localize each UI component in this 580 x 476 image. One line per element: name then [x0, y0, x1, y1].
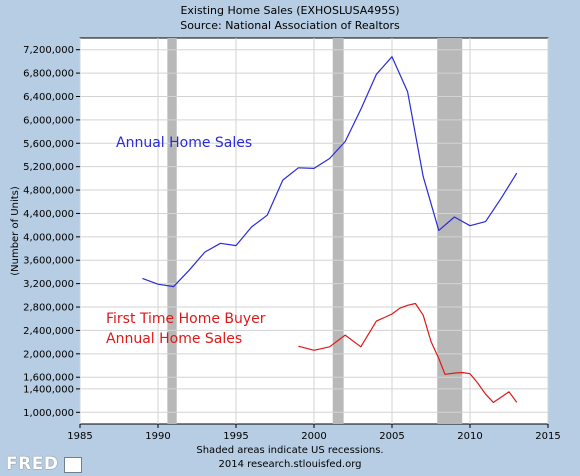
x-tick-label: 2000	[301, 431, 326, 442]
y-tick-label: 6,000,000	[23, 115, 74, 126]
fred-logo: FRED	[6, 454, 59, 474]
recession-note: Shaded areas indicate US recessions.	[196, 445, 384, 456]
recession-band-0	[167, 38, 177, 424]
y-tick-label: 1,000,000	[23, 408, 74, 419]
annotation-first-time-buyer-line1: First Time Home Buyer	[106, 311, 266, 327]
y-tick-label: 5,600,000	[23, 139, 74, 150]
x-tick-label: 1995	[223, 431, 248, 442]
y-tick-label: 4,400,000	[23, 209, 74, 220]
y-tick-label: 3,600,000	[23, 256, 74, 267]
x-tick-label: 1985	[67, 431, 92, 442]
source-credit: 2014 research.stlouisfed.org	[218, 459, 362, 470]
x-tick-label: 2005	[379, 431, 404, 442]
y-tick-label: 2,800,000	[23, 303, 74, 314]
annotation-first-time-buyer-line2: Annual Home Sales	[106, 331, 242, 347]
y-axis-title: (Number of Units)	[10, 186, 21, 276]
x-tick-label: 2010	[457, 431, 482, 442]
y-tick-label: 2,400,000	[23, 326, 74, 337]
x-tick-label: 2015	[535, 431, 560, 442]
y-tick-label: 3,200,000	[23, 279, 74, 290]
y-tick-label: 1,400,000	[23, 384, 74, 395]
y-tick-label: 4,000,000	[23, 232, 74, 243]
annotation-annual-home-sales: Annual Home Sales	[116, 135, 252, 151]
series-lines	[142, 56, 518, 403]
chart-source: Source: National Association of Realtors	[180, 19, 400, 32]
y-tick-label: 4,800,000	[23, 186, 74, 197]
series-line-annual	[142, 56, 518, 288]
recession-band-2	[437, 38, 463, 424]
chart-title: Existing Home Sales (EXHOSLUSA495S)	[180, 4, 400, 17]
fred-chart-icon	[64, 457, 82, 473]
x-tick-label: 1990	[145, 431, 170, 442]
y-tick-label: 2,000,000	[23, 349, 74, 360]
y-tick-label: 1,600,000	[23, 373, 74, 384]
y-tick-label: 6,800,000	[23, 69, 74, 80]
y-tick-label: 5,200,000	[23, 162, 74, 173]
y-tick-label: 7,200,000	[23, 45, 74, 56]
series-line-first_time	[298, 302, 518, 403]
y-tick-label: 6,400,000	[23, 92, 74, 103]
recession-bands	[167, 38, 463, 424]
recession-band-1	[332, 38, 344, 424]
